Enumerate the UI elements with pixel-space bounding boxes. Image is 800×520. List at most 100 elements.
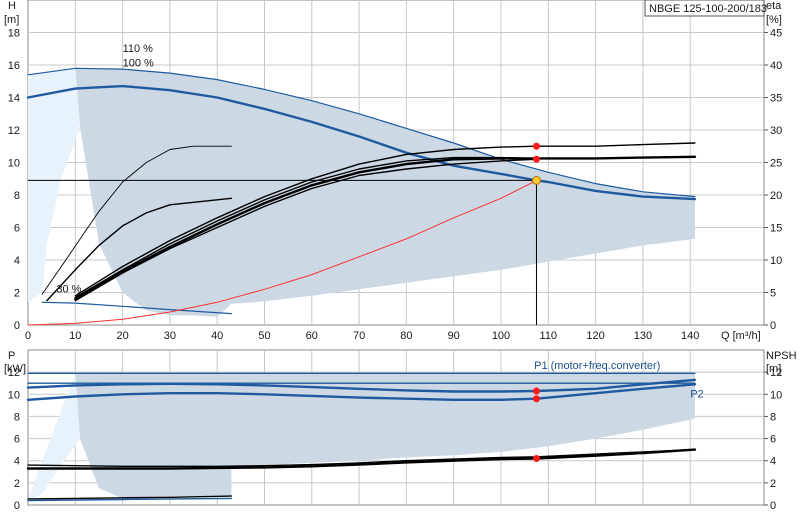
- npsh-y-ticks: 0 2 4 6 8 10 12: [764, 367, 782, 512]
- eta-y-ticks: 0 5 10 15 20 25 30 35 40 45: [764, 28, 782, 332]
- head-y-ticks: 0 2 4 6 8 10 12 14 16 18: [8, 28, 20, 333]
- series-line-8: [74, 158, 538, 302]
- y2-tick-label: 0: [770, 320, 776, 332]
- series-line-4: [26, 448, 697, 470]
- y-tick-label: 12: [8, 125, 20, 137]
- curve-point-marker: [532, 142, 540, 150]
- y-tick-label: 4: [14, 456, 20, 468]
- h-axis-unit: [m]: [4, 14, 19, 26]
- x-tick-label: 100: [492, 330, 510, 342]
- series-line-6: [27, 497, 233, 502]
- y-tick-label: 0: [14, 320, 20, 332]
- x-tick-label: 0: [25, 330, 31, 342]
- x-tick-label: 110: [540, 330, 558, 342]
- curve-point-marker: [532, 387, 540, 395]
- y-tick-label: 4: [14, 255, 20, 267]
- speed-label: 110 %: [123, 43, 154, 55]
- curve-point-marker: [532, 455, 540, 462]
- low-flow-region: [28, 68, 80, 303]
- x-tick-label: 140: [681, 330, 699, 342]
- y2-tick-label: 15: [770, 223, 782, 235]
- y2-tick-label: 35: [770, 93, 782, 105]
- npsh-axis-unit: [m]: [766, 363, 781, 375]
- power-curves: [26, 372, 697, 502]
- series-line-2: [26, 378, 697, 393]
- series-line-2: [41, 301, 232, 315]
- pump-title-box: [644, 0, 765, 17]
- y2-tick-label: 5: [770, 288, 776, 300]
- speed-labels: 110 % 100 % 30 %: [56, 43, 154, 296]
- curve-point-marker: [532, 395, 540, 403]
- y2-tick-label: 30: [770, 125, 782, 137]
- curve-label: P1 (motor+freq.converter): [534, 360, 660, 372]
- speed-label: 30 %: [56, 284, 81, 296]
- x-tick-label: 20: [116, 330, 128, 342]
- x-tick-label: 10: [69, 330, 81, 342]
- y-tick-label: 2: [14, 478, 20, 490]
- y2-tick-label: 10: [770, 389, 782, 401]
- y2-tick-label: 25: [770, 158, 782, 170]
- y2-tick-label: 12: [770, 367, 782, 379]
- curve-point-marker: [532, 155, 540, 163]
- y2-tick-label: 8: [770, 411, 776, 423]
- head-chart-panel: 0 2 4 6 8 10 12 14 16 18 0 5 10 15 20 25 30 35 40 45 0 10 20…: [4, 0, 782, 342]
- y-tick-label: 14: [8, 93, 20, 105]
- y-tick-label: 18: [8, 28, 20, 40]
- operating-envelope: [28, 68, 695, 317]
- head-curves: [26, 67, 697, 326]
- head-reference-lines: [28, 179, 537, 325]
- flow-x-ticks: 0 10 20 30 40 50 60 70 80 90 100 110 120 130 140: [25, 330, 699, 342]
- x-tick-label: 80: [400, 330, 412, 342]
- power-chart-panel: 0 2 4 6 8 10 12 0 2 4 6 8 10 12 P1 (motor+freq.conve…: [4, 349, 797, 512]
- series-line-0: [27, 67, 696, 198]
- y-tick-label: 12: [8, 367, 20, 379]
- power-y-ticks: 0 2 4 6 8 10 12: [8, 367, 20, 512]
- series-line-1: [26, 84, 697, 201]
- series-line-7: [27, 495, 233, 500]
- power-curve-labels: P1 (motor+freq.converter) P2: [534, 360, 704, 401]
- y2-tick-label: 2: [770, 478, 776, 490]
- x-tick-label: 120: [586, 330, 604, 342]
- series-line-3: [26, 383, 697, 401]
- y2-tick-label: 40: [770, 60, 782, 72]
- x-axis-label: Q [m³/h]: [721, 330, 761, 342]
- series-line-9: [27, 179, 537, 326]
- p-axis-label: P: [8, 350, 15, 362]
- y2-tick-label: 6: [770, 434, 776, 446]
- pump-title: NBGE 125-100-200/183: [649, 3, 767, 15]
- eta-axis-label: eta: [766, 0, 782, 12]
- power-markers: [532, 387, 540, 462]
- x-tick-label: 90: [448, 330, 460, 342]
- x-tick-label: 70: [353, 330, 365, 342]
- x-tick-label: 30: [164, 330, 176, 342]
- npsh-axis-label: NPSH: [766, 350, 797, 362]
- y-tick-label: 8: [14, 190, 20, 202]
- series-line-4: [46, 197, 233, 302]
- series-line-5: [74, 142, 696, 297]
- series-line-5: [27, 448, 696, 467]
- h-axis-label: H: [8, 0, 16, 12]
- y-tick-label: 8: [14, 411, 20, 423]
- y2-tick-label: 45: [770, 28, 782, 40]
- x-tick-label: 130: [634, 330, 652, 342]
- y-tick-label: 6: [14, 223, 20, 235]
- x-tick-label: 50: [258, 330, 270, 342]
- y-tick-label: 6: [14, 434, 20, 446]
- y-tick-label: 10: [8, 158, 20, 170]
- y2-tick-label: 10: [770, 255, 782, 267]
- y-tick-label: 16: [8, 60, 20, 72]
- curve-label: P2: [690, 389, 703, 401]
- series-line-7: [74, 156, 538, 299]
- eta-axis-unit: [%]: [766, 14, 782, 26]
- x-tick-label: 60: [306, 330, 318, 342]
- y2-tick-label: 20: [770, 190, 782, 202]
- duty-point-marker: [531, 175, 541, 185]
- y2-tick-label: 0: [770, 500, 776, 512]
- p-axis-unit: [kW]: [4, 363, 26, 375]
- y-tick-label: 10: [8, 389, 20, 401]
- y-tick-label: 2: [14, 288, 20, 300]
- y-tick-label: 0: [14, 500, 20, 512]
- head-envelope: [28, 68, 695, 317]
- y2-tick-label: 4: [770, 456, 776, 468]
